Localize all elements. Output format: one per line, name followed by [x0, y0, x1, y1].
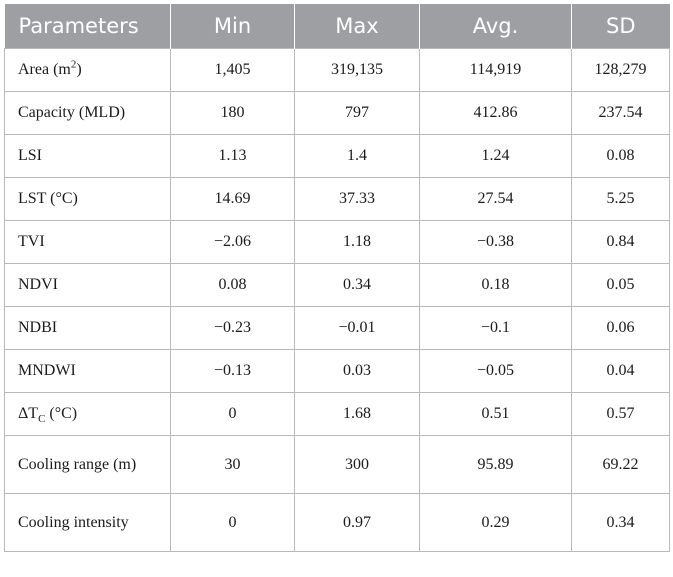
avg-cell: 0.29 — [419, 493, 572, 552]
avg-cell: 0.51 — [419, 392, 572, 436]
sd-cell: 128,279 — [571, 48, 670, 92]
max-cell: 1.68 — [294, 392, 420, 436]
sd-cell: 5.25 — [571, 177, 670, 221]
param-cell: Cooling intensity — [4, 493, 171, 552]
param-cell: NDBI — [4, 306, 171, 350]
param-cell: NDVI — [4, 263, 171, 307]
table-row-delta-tc: ΔTC (°C) 0 1.68 0.51 0.57 — [4, 392, 670, 436]
header-avg: Avg. — [419, 4, 572, 49]
table-row-ndbi: NDBI −0.23 −0.01 −0.1 0.06 — [4, 306, 670, 350]
header-parameters: Parameters — [4, 4, 171, 49]
max-cell: 1.4 — [294, 134, 420, 178]
param-cell: LST (°C) — [4, 177, 171, 221]
max-cell: 0.03 — [294, 349, 420, 393]
sd-cell: 0.06 — [571, 306, 670, 350]
sd-cell: 0.34 — [571, 493, 670, 552]
min-cell: 1.13 — [170, 134, 295, 178]
max-cell: 1.18 — [294, 220, 420, 264]
max-cell: 797 — [294, 91, 420, 135]
min-cell: −0.13 — [170, 349, 295, 393]
max-cell: 300 — [294, 435, 420, 494]
table-container: Parameters Min Max Avg. SD Area (m2) 1,4… — [4, 4, 670, 552]
header-min: Min — [170, 4, 295, 49]
table-header-row: Parameters Min Max Avg. SD — [4, 4, 670, 49]
sd-cell: 0.05 — [571, 263, 670, 307]
avg-cell: 27.54 — [419, 177, 572, 221]
max-cell: −0.01 — [294, 306, 420, 350]
max-cell: 0.97 — [294, 493, 420, 552]
table-row-mndwi: MNDWI −0.13 0.03 −0.05 0.04 — [4, 349, 670, 393]
min-cell: 30 — [170, 435, 295, 494]
min-cell: 0 — [170, 493, 295, 552]
avg-cell: 95.89 — [419, 435, 572, 494]
min-cell: 180 — [170, 91, 295, 135]
table-row-tvi: TVI −2.06 1.18 −0.38 0.84 — [4, 220, 670, 264]
min-cell: 0.08 — [170, 263, 295, 307]
param-cell: LSI — [4, 134, 171, 178]
table-row-cooling-intensity: Cooling intensity 0 0.97 0.29 0.34 — [4, 493, 670, 552]
avg-cell: 0.18 — [419, 263, 572, 307]
max-cell: 37.33 — [294, 177, 420, 221]
param-cell: MNDWI — [4, 349, 171, 393]
param-cell: ΔTC (°C) — [4, 392, 171, 436]
max-cell: 319,135 — [294, 48, 420, 92]
table-row-lst: LST (°C) 14.69 37.33 27.54 5.25 — [4, 177, 670, 221]
sd-cell: 0.04 — [571, 349, 670, 393]
param-cell: Area (m2) — [4, 48, 171, 92]
avg-cell: 412.86 — [419, 91, 572, 135]
min-cell: 1,405 — [170, 48, 295, 92]
min-cell: −2.06 — [170, 220, 295, 264]
table-row-cooling-range: Cooling range (m) 30 300 95.89 69.22 — [4, 435, 670, 494]
sd-cell: 0.84 — [571, 220, 670, 264]
min-cell: 0 — [170, 392, 295, 436]
table-row-capacity: Capacity (MLD) 180 797 412.86 237.54 — [4, 91, 670, 135]
avg-cell: 1.24 — [419, 134, 572, 178]
sd-cell: 0.08 — [571, 134, 670, 178]
sd-cell: 237.54 — [571, 91, 670, 135]
min-cell: 14.69 — [170, 177, 295, 221]
param-cell: Capacity (MLD) — [4, 91, 171, 135]
sd-cell: 0.57 — [571, 392, 670, 436]
avg-cell: −0.1 — [419, 306, 572, 350]
table-row-lsi: LSI 1.13 1.4 1.24 0.08 — [4, 134, 670, 178]
avg-cell: −0.38 — [419, 220, 572, 264]
avg-cell: 114,919 — [419, 48, 572, 92]
param-cell: Cooling range (m) — [4, 435, 171, 494]
max-cell: 0.34 — [294, 263, 420, 307]
min-cell: −0.23 — [170, 306, 295, 350]
sd-cell: 69.22 — [571, 435, 670, 494]
header-sd: SD — [571, 4, 670, 49]
avg-cell: −0.05 — [419, 349, 572, 393]
table-row-ndvi: NDVI 0.08 0.34 0.18 0.05 — [4, 263, 670, 307]
table-row-area: Area (m2) 1,405 319,135 114,919 128,279 — [4, 48, 670, 92]
param-cell: TVI — [4, 220, 171, 264]
header-max: Max — [294, 4, 420, 49]
parameters-table: Parameters Min Max Avg. SD Area (m2) 1,4… — [4, 4, 670, 552]
